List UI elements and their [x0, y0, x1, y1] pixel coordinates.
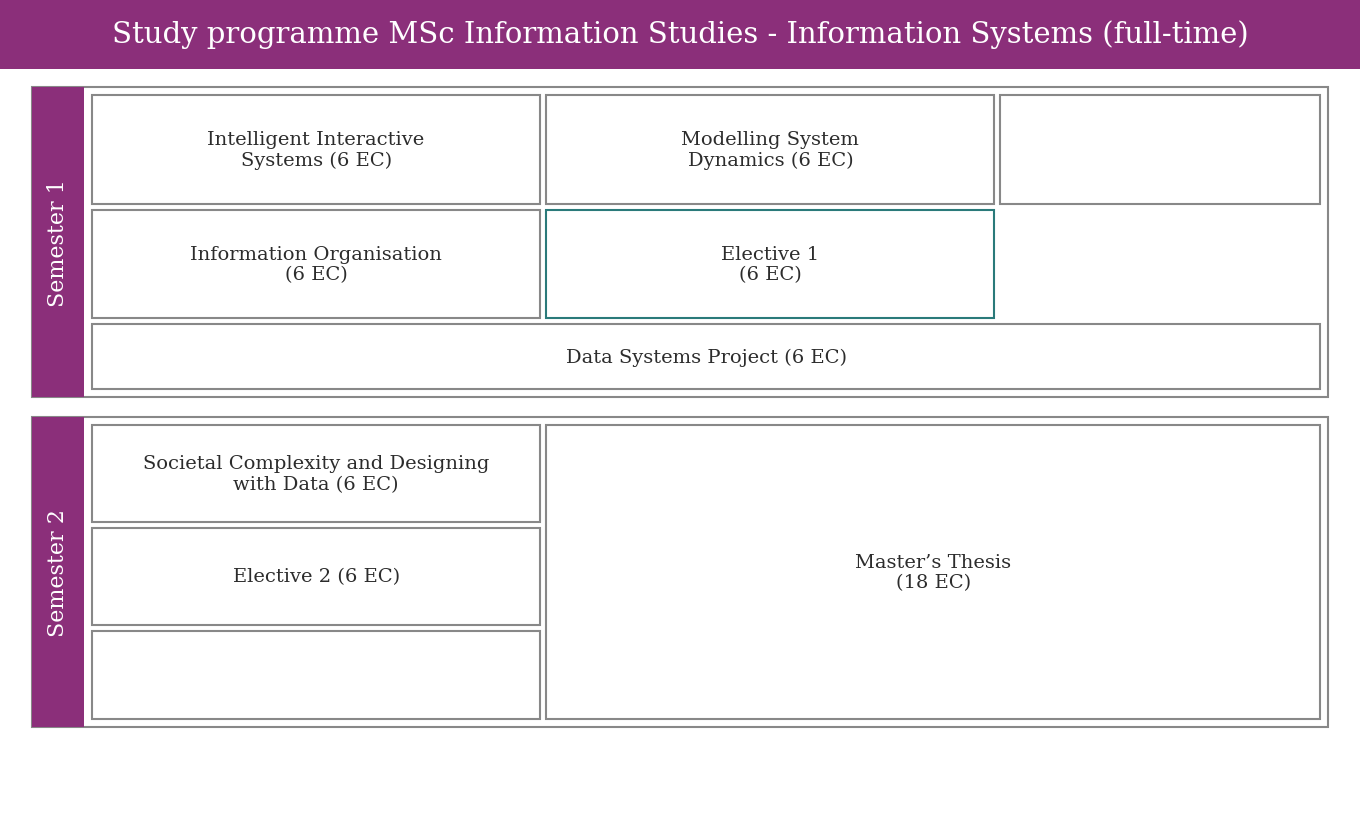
Text: Data Systems Project (6 EC): Data Systems Project (6 EC) [566, 348, 846, 366]
Text: Societal Complexity and Designing
with Data (6 EC): Societal Complexity and Designing with D… [143, 455, 490, 493]
FancyBboxPatch shape [92, 631, 540, 720]
FancyBboxPatch shape [33, 88, 84, 397]
Text: Elective 2 (6 EC): Elective 2 (6 EC) [233, 568, 400, 586]
Text: Semester 2: Semester 2 [48, 508, 69, 636]
FancyBboxPatch shape [92, 426, 540, 522]
FancyBboxPatch shape [547, 426, 1321, 720]
FancyBboxPatch shape [92, 96, 540, 205]
Text: Information Organisation
(6 EC): Information Organisation (6 EC) [190, 245, 442, 284]
Text: Semester 1: Semester 1 [48, 179, 69, 306]
FancyBboxPatch shape [92, 210, 540, 319]
FancyBboxPatch shape [33, 88, 1327, 397]
FancyBboxPatch shape [33, 417, 1327, 727]
Text: Elective 1
(6 EC): Elective 1 (6 EC) [721, 245, 819, 284]
FancyBboxPatch shape [33, 417, 84, 727]
FancyBboxPatch shape [1001, 96, 1321, 205]
Text: Intelligent Interactive
Systems (6 EC): Intelligent Interactive Systems (6 EC) [208, 131, 424, 170]
FancyBboxPatch shape [547, 210, 994, 319]
FancyBboxPatch shape [0, 0, 1360, 70]
FancyBboxPatch shape [547, 96, 994, 205]
Text: Modelling System
Dynamics (6 EC): Modelling System Dynamics (6 EC) [681, 131, 860, 170]
FancyBboxPatch shape [92, 325, 1321, 389]
FancyBboxPatch shape [92, 528, 540, 625]
Text: Study programme MSc Information Studies - Information Systems (full-time): Study programme MSc Information Studies … [112, 21, 1248, 50]
Text: Master’s Thesis
(18 EC): Master’s Thesis (18 EC) [855, 553, 1012, 592]
